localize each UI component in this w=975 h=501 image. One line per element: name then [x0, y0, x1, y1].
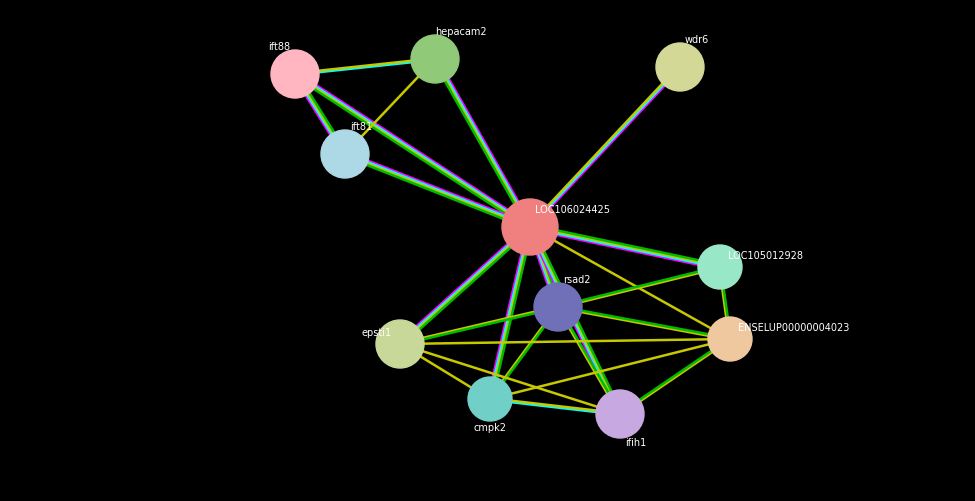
Text: epsti1: epsti1 — [362, 327, 392, 337]
Circle shape — [376, 320, 424, 368]
Circle shape — [708, 317, 752, 361]
Text: wdr6: wdr6 — [685, 35, 709, 45]
Circle shape — [596, 390, 644, 438]
Circle shape — [534, 284, 582, 331]
Text: cmpk2: cmpk2 — [474, 422, 506, 432]
Circle shape — [656, 44, 704, 92]
Text: LOC106024425: LOC106024425 — [535, 204, 610, 214]
Circle shape — [411, 36, 459, 84]
Text: ift81: ift81 — [350, 122, 372, 132]
Circle shape — [271, 51, 319, 99]
Text: rsad2: rsad2 — [563, 275, 591, 285]
Text: LOC105012928: LOC105012928 — [728, 250, 803, 261]
Text: ENSELUP00000004023: ENSELUP00000004023 — [738, 322, 849, 332]
Text: ifih1: ifih1 — [625, 437, 646, 447]
Text: hepacam2: hepacam2 — [435, 27, 487, 37]
Text: ift88: ift88 — [268, 42, 290, 52]
Circle shape — [321, 131, 369, 179]
Circle shape — [698, 245, 742, 290]
Circle shape — [502, 199, 558, 256]
Circle shape — [468, 377, 512, 421]
